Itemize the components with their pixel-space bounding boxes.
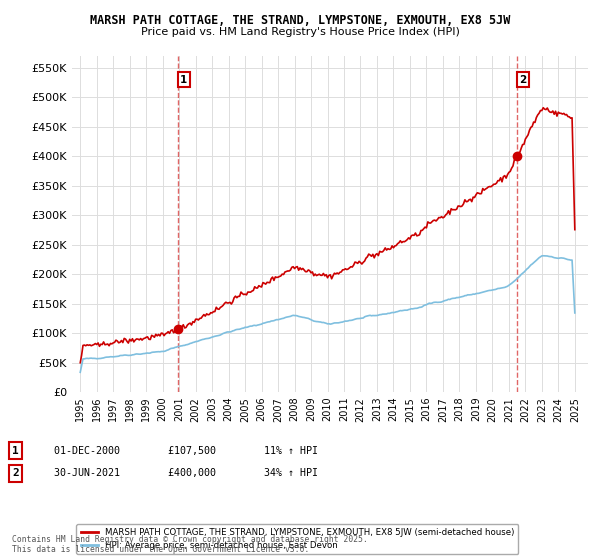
Text: 01-DEC-2000        £107,500        11% ↑ HPI: 01-DEC-2000 £107,500 11% ↑ HPI xyxy=(54,446,318,456)
Text: Contains HM Land Registry data © Crown copyright and database right 2025.
This d: Contains HM Land Registry data © Crown c… xyxy=(12,535,368,554)
Text: 2: 2 xyxy=(520,74,527,85)
Text: 1: 1 xyxy=(181,74,188,85)
Text: MARSH PATH COTTAGE, THE STRAND, LYMPSTONE, EXMOUTH, EX8 5JW: MARSH PATH COTTAGE, THE STRAND, LYMPSTON… xyxy=(90,14,510,27)
Text: 1: 1 xyxy=(12,446,19,456)
Text: Price paid vs. HM Land Registry's House Price Index (HPI): Price paid vs. HM Land Registry's House … xyxy=(140,27,460,37)
Text: 30-JUN-2021        £400,000        34% ↑ HPI: 30-JUN-2021 £400,000 34% ↑ HPI xyxy=(54,468,318,478)
Text: 2: 2 xyxy=(12,468,19,478)
Legend: MARSH PATH COTTAGE, THE STRAND, LYMPSTONE, EXMOUTH, EX8 5JW (semi-detached house: MARSH PATH COTTAGE, THE STRAND, LYMPSTON… xyxy=(76,524,518,554)
